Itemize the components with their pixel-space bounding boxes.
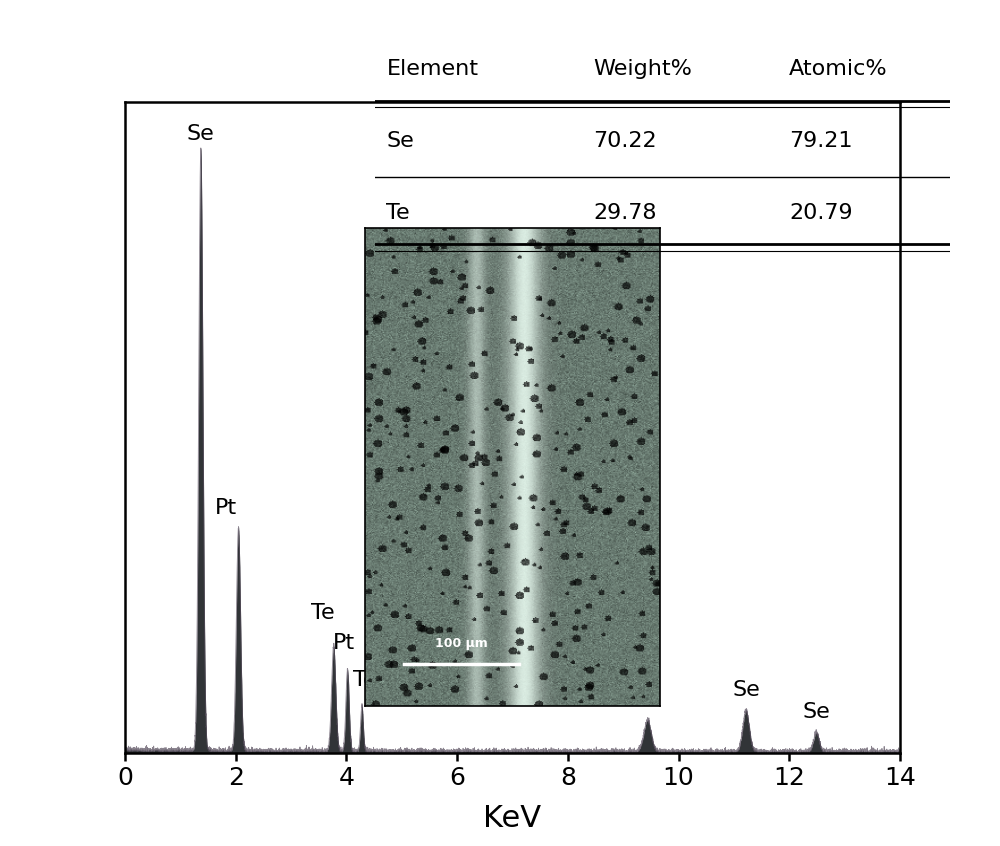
Text: Se: Se — [732, 680, 760, 700]
Text: Weight%: Weight% — [594, 59, 692, 80]
X-axis label: KeV: KeV — [483, 804, 542, 833]
Text: Pt: Pt — [333, 634, 355, 653]
Text: 20.79: 20.79 — [789, 203, 853, 222]
Text: 29.78: 29.78 — [594, 203, 657, 222]
Text: 79.21: 79.21 — [789, 131, 852, 151]
Text: Pt: Pt — [637, 689, 659, 710]
Text: 70.22: 70.22 — [594, 131, 657, 151]
Text: Atomic%: Atomic% — [789, 59, 888, 80]
Text: Se: Se — [187, 124, 215, 144]
Text: Te: Te — [311, 603, 334, 624]
Text: Te: Te — [353, 669, 377, 689]
Text: Element: Element — [386, 59, 479, 80]
Text: 100 μm: 100 μm — [435, 636, 488, 650]
Text: Se: Se — [803, 701, 830, 722]
Text: Te: Te — [386, 203, 410, 222]
Text: Se: Se — [386, 131, 414, 151]
Text: Pt: Pt — [215, 497, 237, 518]
